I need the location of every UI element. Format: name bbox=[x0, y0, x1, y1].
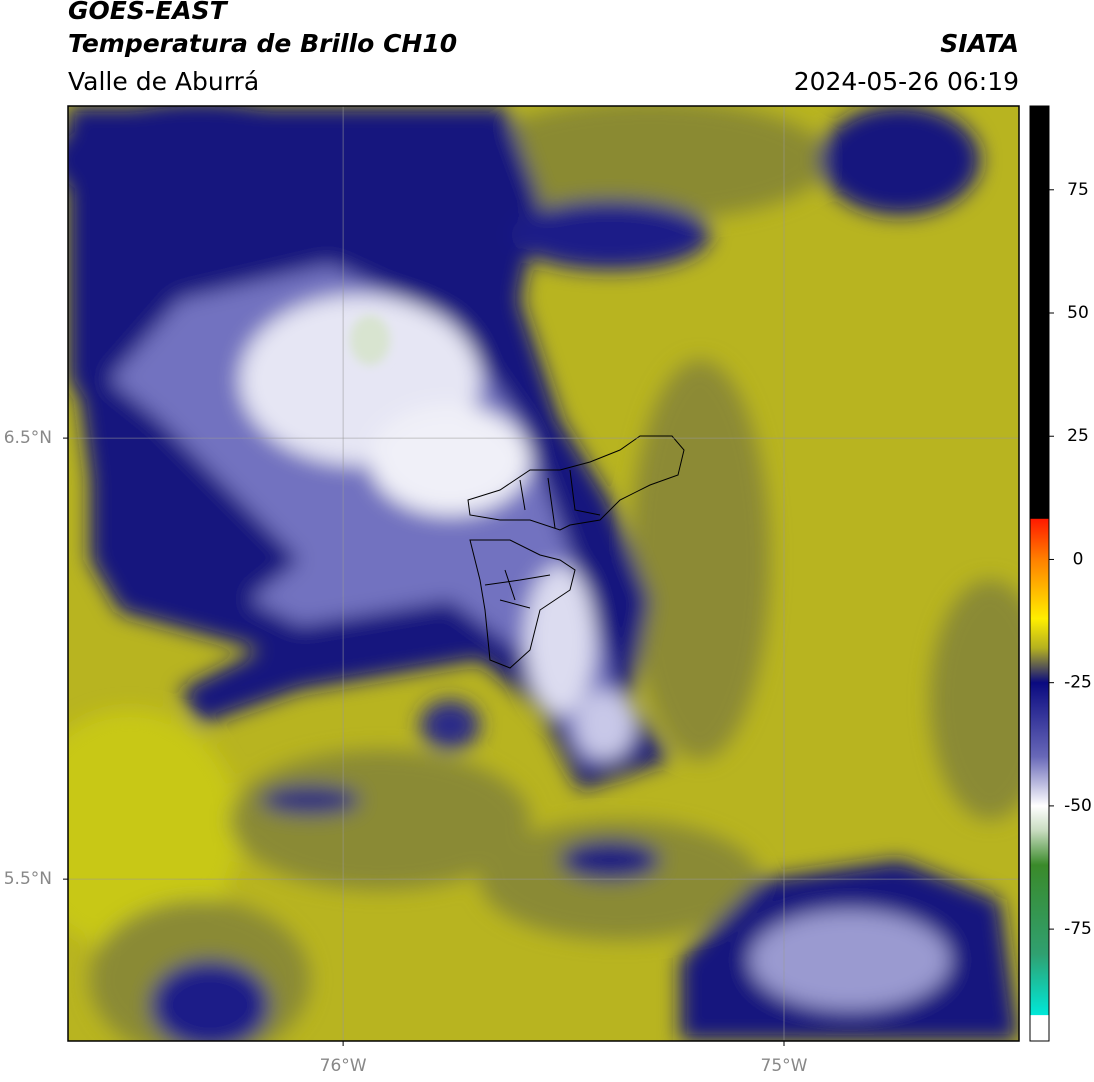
colorbar-tick-label: -75 bbox=[1064, 919, 1092, 939]
colorbar bbox=[1030, 106, 1049, 1041]
y-tick-label: 6.5°N bbox=[4, 428, 52, 448]
y-tick-label: 5.5°N bbox=[4, 869, 52, 889]
source: SIATA bbox=[940, 29, 1019, 58]
satellite-image bbox=[68, 106, 1019, 1041]
colorbar-tick-label: -50 bbox=[1064, 796, 1092, 816]
colorbar-tick-label: 75 bbox=[1067, 180, 1089, 200]
x-tick-label: 75°W bbox=[761, 1056, 808, 1076]
colorbar-tick-label: -25 bbox=[1064, 673, 1092, 693]
colorbar-tick-label: 50 bbox=[1067, 303, 1089, 323]
colorbar-frame bbox=[1029, 105, 1050, 1042]
x-tick-label: 76°W bbox=[320, 1056, 367, 1076]
colorbar-tick-label: 25 bbox=[1067, 426, 1089, 446]
subtitle: Temperatura de Brillo CH10 bbox=[68, 29, 457, 58]
timestamp: 2024-05-26 06:19 bbox=[794, 67, 1019, 96]
colorbar-tick-label: 0 bbox=[1073, 549, 1084, 569]
grid bbox=[68, 106, 1019, 1041]
region: Valle de Aburrá bbox=[68, 67, 259, 96]
title: GOES-EAST bbox=[68, 0, 229, 25]
map-frame bbox=[67, 105, 1020, 1042]
